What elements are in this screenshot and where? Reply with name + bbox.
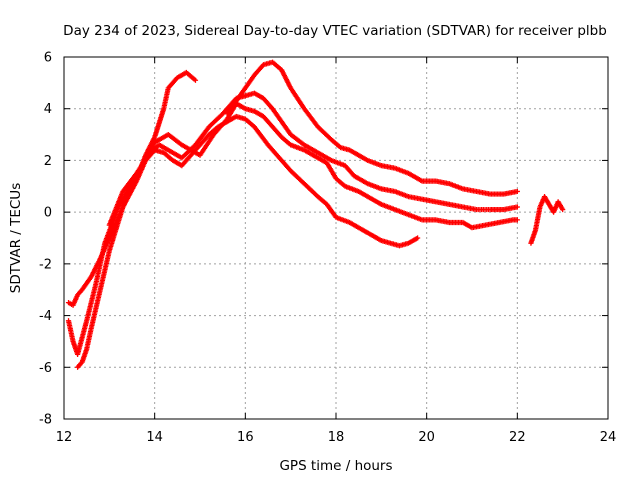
x-tick-label: 18 [328,430,345,445]
x-tick-labels: 12 14 16 18 20 22 24 [56,430,617,445]
y-tick-label: -6 [39,361,52,376]
x-tick-label: 20 [418,430,435,445]
data-point [514,188,520,195]
y-tick-label: -8 [39,413,52,428]
data-point [514,204,520,210]
chart-title: Day 234 of 2023, Sidereal Day-to-day VTE… [63,23,607,39]
x-axis-label: GPS time / hours [279,458,392,474]
series-track-4 [106,90,520,228]
y-tick-labels: -8 -6 -4 -2 0 2 4 6 [39,51,52,428]
x-tick-label: 22 [509,430,526,445]
data-point [560,206,566,213]
x-tick-label: 24 [600,430,617,445]
y-tick-label: 0 [44,206,52,221]
data-points [65,59,566,370]
data-point [514,217,520,223]
y-tick-label: 6 [44,51,52,66]
series-track-5 [224,59,520,197]
x-tick-label: 14 [146,430,163,445]
y-tick-label: -2 [39,257,52,272]
data-point [192,77,199,83]
axis-ticks [63,56,609,420]
y-axis-label: SDTVAR / TECUs [8,183,24,293]
series-track-3 [65,100,520,357]
series-track-2 [75,69,199,370]
series-track-6 [528,194,566,246]
x-tick-label: 12 [56,430,73,445]
data-point [415,235,421,241]
y-tick-label: 2 [44,154,52,169]
grid-lines [64,57,608,419]
y-tick-label: 4 [44,102,52,117]
x-tick-label: 16 [237,430,254,445]
y-tick-label: -4 [39,309,52,324]
